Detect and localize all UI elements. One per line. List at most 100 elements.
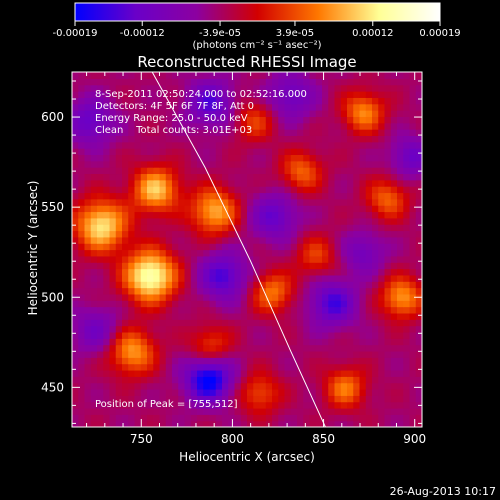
heatmap-cell (134, 363, 142, 371)
heatmap-cell (303, 148, 311, 156)
heatmap-cell (284, 211, 292, 219)
heatmap-cell (297, 141, 304, 149)
heatmap-cell (409, 325, 417, 333)
heatmap-cell (72, 395, 79, 403)
heatmap-cell (303, 357, 311, 365)
heatmap-cell (128, 357, 136, 365)
heatmap-cell (103, 287, 111, 295)
heatmap-cell (115, 141, 123, 149)
heatmap-cell (415, 331, 422, 339)
heatmap-cell (372, 287, 379, 295)
heatmap-cell (115, 103, 123, 111)
heatmap-cell (172, 129, 179, 136)
heatmap-cell (365, 129, 373, 136)
heatmap-cell (328, 414, 336, 422)
heatmap-cell (403, 255, 411, 263)
heatmap-cell (328, 287, 336, 295)
heatmap-cell (115, 230, 123, 238)
heatmap-cell (109, 122, 117, 130)
heatmap-cell (303, 116, 311, 124)
heatmap-cell (209, 97, 217, 105)
heatmap-cell (109, 312, 117, 320)
heatmap-cell (234, 395, 242, 403)
heatmap-cell (265, 338, 273, 346)
heatmap-cell (234, 129, 242, 136)
heatmap-cell (284, 344, 292, 352)
heatmap-cell (190, 160, 198, 168)
heatmap-cell (259, 312, 267, 320)
heatmap-cell (365, 293, 373, 301)
heatmap-cell (115, 420, 123, 427)
heatmap-cell (115, 224, 123, 232)
heatmap-cell (240, 236, 248, 244)
heatmap-cell (334, 154, 342, 162)
heatmap-cell (240, 141, 248, 149)
heatmap-cell (415, 369, 422, 377)
heatmap-cell (297, 97, 304, 105)
heatmap-cell (109, 331, 117, 339)
heatmap-cell (328, 382, 336, 390)
heatmap-cell (290, 319, 298, 327)
heatmap-cell (109, 192, 117, 200)
heatmap-cell (403, 274, 411, 282)
heatmap-cell (178, 97, 186, 105)
heatmap-cell (403, 281, 411, 289)
heatmap-cell (272, 293, 279, 301)
heatmap-cell (322, 198, 329, 206)
heatmap-cell (309, 388, 317, 396)
heatmap-cell (184, 186, 192, 194)
heatmap-cell (215, 148, 223, 156)
heatmap-cell (84, 376, 92, 384)
heatmap-cell (103, 249, 111, 257)
heatmap-cell (128, 129, 136, 136)
heatmap-cell (240, 217, 248, 225)
heatmap-cell (272, 148, 279, 156)
heatmap-cell (190, 401, 198, 409)
heatmap-cell (284, 103, 292, 111)
heatmap-cell (240, 122, 248, 130)
heatmap-cell (390, 401, 398, 409)
heatmap-cell (134, 72, 142, 79)
heatmap-cell (272, 217, 279, 225)
heatmap-cell (378, 331, 386, 339)
heatmap-cell (115, 401, 123, 409)
heatmap-cell (415, 249, 422, 257)
heatmap-cell (265, 401, 273, 409)
heatmap-cell (222, 103, 229, 111)
heatmap-cell (128, 338, 136, 346)
heatmap-cell (184, 230, 192, 238)
heatmap-cell (215, 344, 223, 352)
heatmap-cell (297, 363, 304, 371)
heatmap-cell (309, 91, 317, 98)
heatmap-cell (122, 230, 129, 238)
heatmap-cell (390, 205, 398, 213)
heatmap-cell (203, 110, 211, 117)
heatmap-cell (222, 116, 229, 124)
heatmap-cell (372, 262, 379, 270)
heatmap-cell (315, 268, 323, 276)
chart-title: Reconstructed RHESSI Image (137, 53, 356, 71)
heatmap-cell (215, 154, 223, 162)
heatmap-cell (284, 243, 292, 251)
heatmap-cell (372, 268, 379, 276)
heatmap-cell (203, 224, 211, 232)
heatmap-cell (340, 78, 348, 86)
heatmap-cell (378, 148, 386, 156)
heatmap-cell (97, 369, 104, 377)
heatmap-cell (147, 420, 154, 427)
heatmap-cell (165, 230, 173, 238)
heatmap-cell (397, 395, 404, 403)
heatmap-cell (265, 116, 273, 124)
heatmap-cell (378, 338, 386, 346)
heatmap-cell (147, 103, 154, 111)
heatmap-cell (147, 262, 154, 270)
heatmap-cell (234, 287, 242, 295)
heatmap-cell (84, 167, 92, 175)
heatmap-cell (315, 135, 323, 143)
heatmap-cell (203, 173, 211, 181)
heatmap-cell (303, 249, 311, 257)
heatmap-cell (378, 300, 386, 308)
heatmap-cell (215, 167, 223, 175)
heatmap-cell (184, 97, 192, 105)
heatmap-cell (184, 211, 192, 219)
